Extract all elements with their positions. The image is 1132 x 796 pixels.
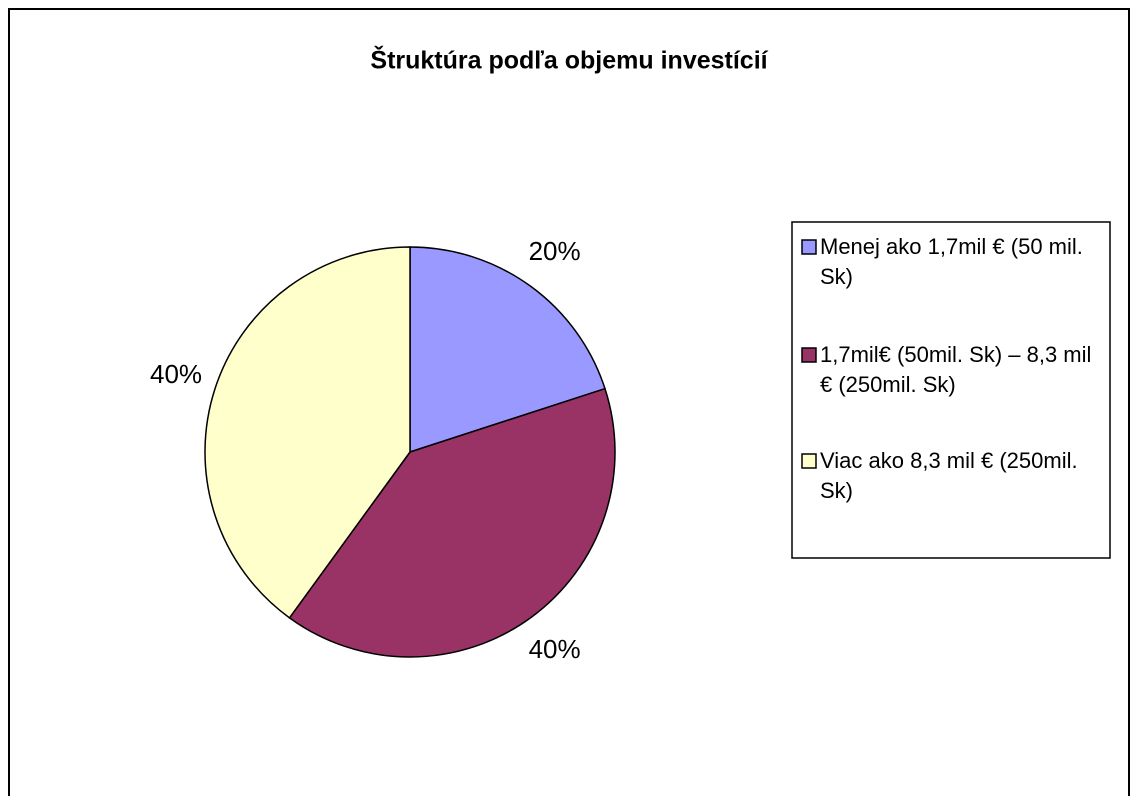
legend-label: Menej ako 1,7mil € (50 mil. Sk) — [820, 234, 1083, 289]
chart-frame — [8, 8, 1130, 796]
pie-slice — [409, 246, 606, 454]
data-label: 20% — [529, 236, 581, 266]
data-label: 40% — [150, 359, 202, 389]
legend-label: Viac ako 8,3 mil € (250mil. Sk) — [820, 448, 1078, 503]
legend-box — [791, 221, 1111, 559]
pie-slice — [204, 246, 411, 619]
legend-item: Viac ako 8,3 mil € (250mil. Sk) — [820, 448, 1078, 503]
legend-item: 1,7mil€ (50mil. Sk) – 8,3 mil € (250mil.… — [820, 342, 1092, 397]
legend-swatch — [801, 239, 817, 255]
legend-swatch — [801, 347, 817, 363]
chart-title: Štruktúra podľa objemu investícií — [370, 45, 768, 75]
legend-item: Menej ako 1,7mil € (50 mil. Sk) — [820, 234, 1083, 289]
legend-label: 1,7mil€ (50mil. Sk) – 8,3 mil € (250mil.… — [820, 342, 1092, 397]
data-label: 40% — [529, 634, 581, 664]
pie-slice — [288, 387, 616, 658]
legend-swatch — [801, 453, 817, 469]
